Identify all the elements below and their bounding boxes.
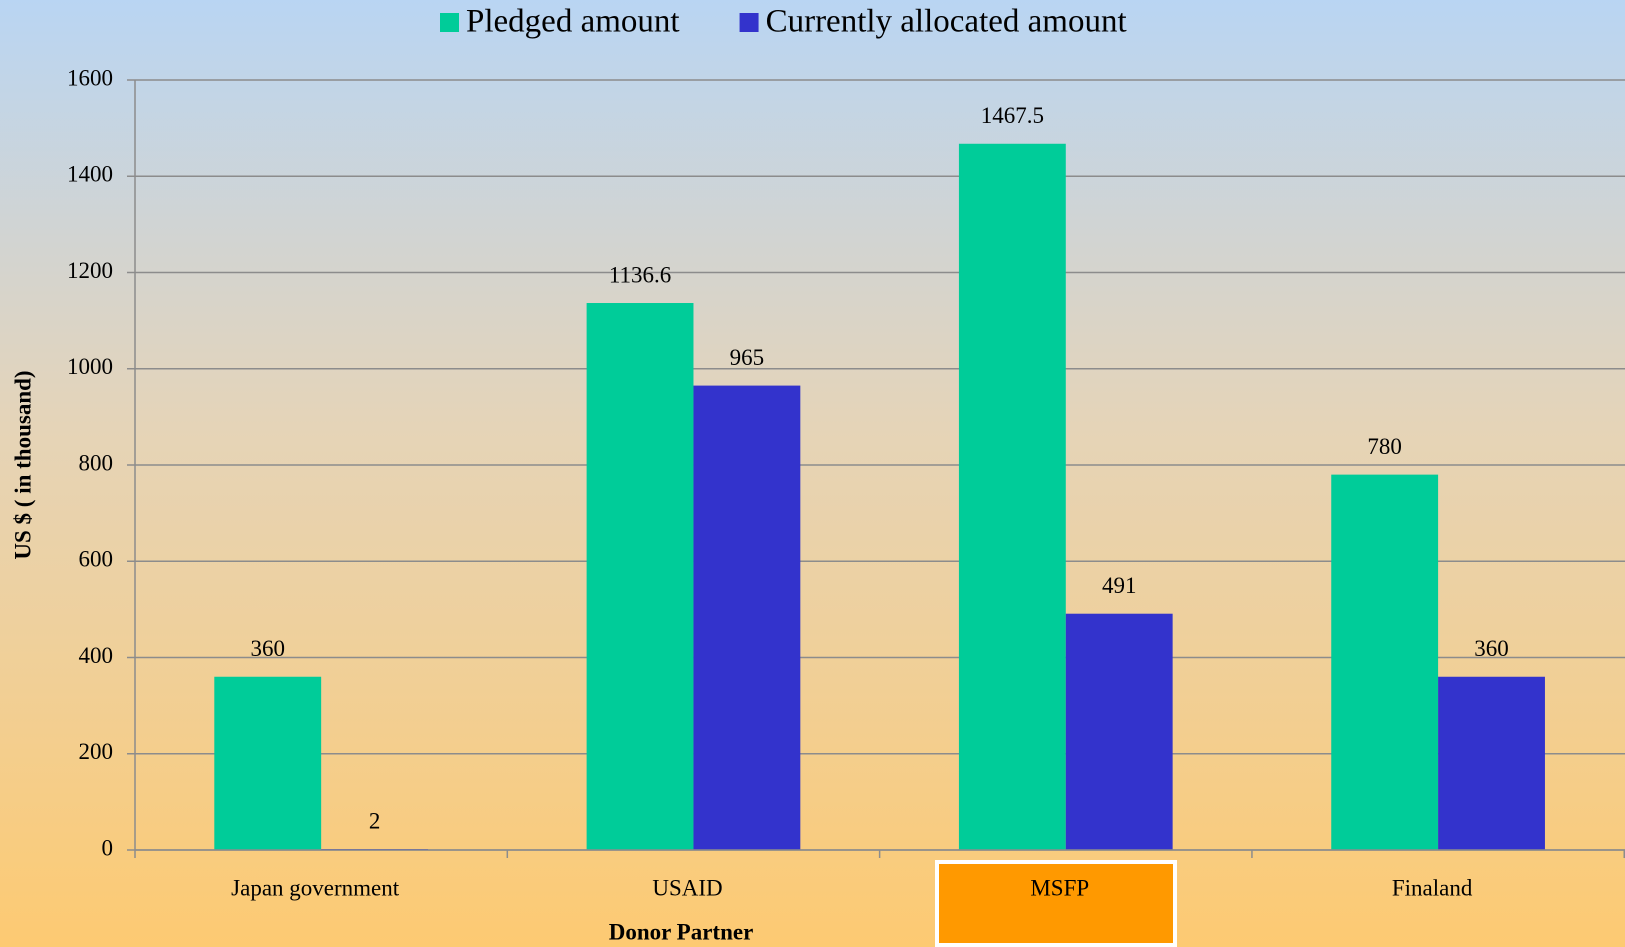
- y-tick-label: 600: [79, 547, 114, 572]
- highlight-box: [935, 860, 1177, 947]
- bar: [1065, 613, 1173, 850]
- y-tick-label: 0: [102, 835, 114, 860]
- y-tick-label: 1200: [67, 258, 113, 283]
- data-label: 965: [730, 345, 765, 370]
- bar: [1438, 676, 1545, 850]
- data-label: 491: [1102, 573, 1137, 598]
- data-label: 2: [369, 808, 381, 833]
- y-tick-label: 1400: [67, 162, 113, 187]
- y-tick-label: 800: [79, 450, 114, 475]
- legend-swatch: [739, 13, 759, 32]
- x-axis-title: Donor Partner: [609, 919, 754, 944]
- bar: [1331, 474, 1439, 850]
- y-tick-label: 1000: [67, 354, 113, 379]
- data-label: 780: [1367, 434, 1402, 459]
- legend-swatch: [440, 13, 459, 32]
- bar: [214, 676, 322, 850]
- bar: [693, 385, 801, 850]
- data-label: 360: [1474, 636, 1509, 661]
- data-label: 360: [250, 636, 285, 661]
- legend-label: Pledged amount: [466, 4, 680, 40]
- y-tick-label: 200: [79, 739, 114, 764]
- x-tick-label: Japan government: [231, 875, 400, 900]
- y-axis-title: US $ ( in thousand): [10, 370, 35, 559]
- data-label: 1467.5: [981, 103, 1044, 128]
- bar: [586, 303, 694, 851]
- data-label: 1136.6: [609, 262, 671, 287]
- legend-label: Currently allocated amount: [766, 4, 1127, 40]
- y-tick-label: 1600: [67, 65, 113, 90]
- y-tick-label: 400: [79, 643, 114, 668]
- x-tick-label: USAID: [652, 875, 722, 900]
- x-tick-label: MSFP: [1030, 875, 1089, 900]
- x-tick-label: Finaland: [1392, 875, 1473, 900]
- bar: [958, 143, 1066, 850]
